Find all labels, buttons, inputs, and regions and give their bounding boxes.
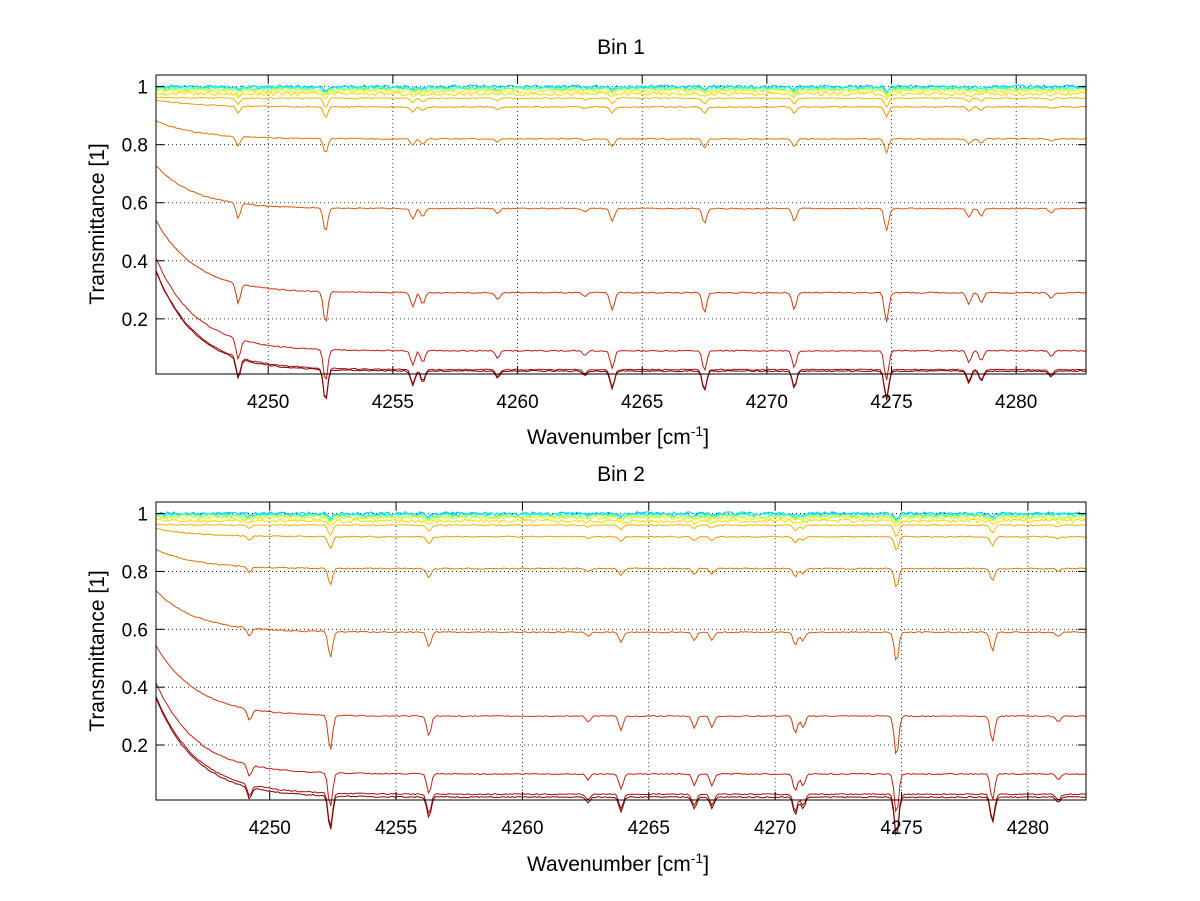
- y-tick-label: 0.2: [122, 310, 148, 331]
- series-line: [155, 590, 1087, 661]
- x-axis-label: Wavenumber [cm-1]: [527, 423, 709, 449]
- grid: [156, 75, 1086, 374]
- x-tick-label: 4250: [247, 392, 289, 413]
- y-tick-label: 0.6: [122, 620, 148, 641]
- y-ticks: 0.2 0.4 0.6 0.8 1: [122, 505, 1086, 757]
- y-tick-label: 0.8: [122, 562, 148, 583]
- chart-panel-bin-2: Bin 2 4250 4255 4260 4265 4270 4275 4280 0.20.…: [86, 463, 1087, 876]
- x-tick-label: 4275: [870, 392, 912, 413]
- x-tick-label: 4265: [628, 818, 670, 839]
- series-line: [155, 682, 1087, 813]
- x-tick-label: 4260: [496, 392, 538, 413]
- series-line: [155, 518, 1087, 527]
- plot-area: [155, 74, 1087, 375]
- y-tick-label: 0.2: [122, 736, 148, 757]
- x-tick-label: 4275: [880, 818, 922, 839]
- x-tick-label: 4250: [249, 818, 291, 839]
- y-ticks: 0.2 0.4 0.6 0.8 1: [122, 78, 1086, 331]
- x-tick-label: 4265: [621, 392, 663, 413]
- x-ticks: 4250 4255 4260 4265 4270 4275 4280: [247, 75, 1037, 413]
- y-axis-label: Transmittance [1]: [86, 570, 109, 731]
- chart-panel-bin-1: Bin 1 4250 4255 4260 4265 4270 4275 4280 0.20.…: [86, 36, 1087, 449]
- grid: [156, 502, 1086, 800]
- series-group: [155, 84, 1087, 401]
- series-line: [155, 549, 1087, 588]
- x-axis-label-sup: -1: [691, 423, 704, 439]
- x-axis-label-sup: -1: [691, 850, 704, 866]
- x-axis-label-text: Wavenumber [cm: [527, 426, 691, 449]
- x-axis-label-end: ]: [703, 426, 709, 449]
- x-tick-label: 4260: [501, 818, 543, 839]
- y-tick-label: 0.6: [122, 194, 148, 215]
- series-line: [155, 84, 1087, 93]
- x-tick-label: 4255: [375, 818, 417, 839]
- x-ticks: 4250 4255 4260 4265 4270 4275 4280: [249, 502, 1049, 839]
- series-line: [155, 258, 1087, 381]
- chart-title: Bin 2: [597, 463, 645, 486]
- series-group: [155, 510, 1087, 836]
- x-tick-label: 4270: [754, 818, 796, 839]
- series-line: [155, 515, 1087, 525]
- series-line: [155, 165, 1087, 231]
- x-tick-label: 4255: [372, 392, 414, 413]
- series-line: [155, 645, 1087, 755]
- series-line: [155, 88, 1087, 98]
- series-line: [155, 99, 1087, 119]
- series-line: [156, 84, 1087, 94]
- y-tick-label: 0.4: [122, 678, 149, 699]
- series-line: [155, 523, 1087, 537]
- x-axis-label: Wavenumber [cm-1]: [527, 850, 709, 876]
- y-tick-label: 0.4: [122, 252, 149, 273]
- series-line: [155, 527, 1087, 551]
- series-line: [155, 271, 1087, 401]
- series-line: [155, 219, 1087, 323]
- y-tick-label: 1: [137, 78, 148, 99]
- series-line: [155, 96, 1087, 109]
- chart-title: Bin 1: [597, 36, 645, 59]
- x-axis-label-end: ]: [703, 853, 709, 876]
- y-axis-label: Transmittance [1]: [86, 143, 109, 304]
- series-line: [155, 91, 1087, 101]
- series-line: [155, 696, 1087, 833]
- x-axis-label-text: Wavenumber [cm: [527, 853, 691, 876]
- x-tick-label: 4270: [746, 392, 788, 413]
- plot-area: [155, 501, 1087, 801]
- y-tick-label: 0.8: [122, 136, 148, 157]
- series-line: [155, 697, 1087, 836]
- x-tick-label: 4280: [1007, 818, 1049, 839]
- series-line: [155, 119, 1087, 155]
- x-tick-label: 4280: [995, 392, 1037, 413]
- series-line: [155, 513, 1087, 523]
- y-tick-label: 1: [137, 505, 148, 526]
- series-line: [155, 270, 1087, 400]
